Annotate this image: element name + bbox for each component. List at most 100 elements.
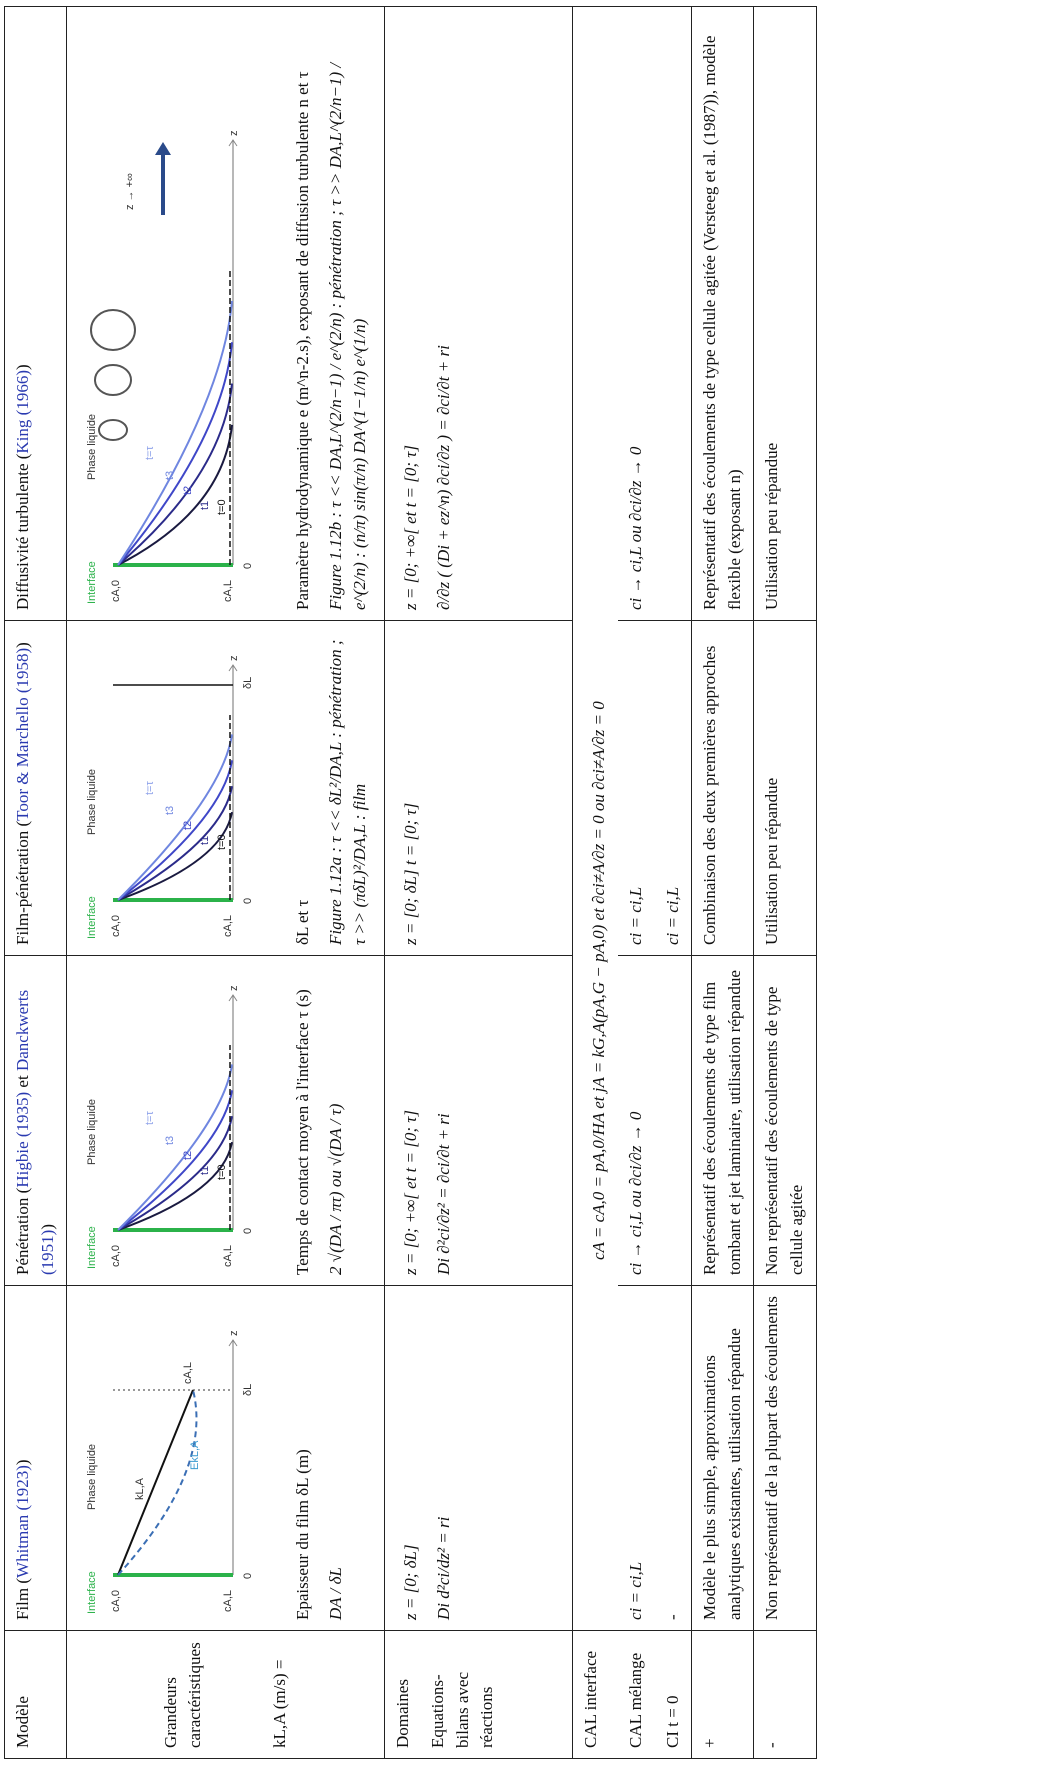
- origin-label: 0: [242, 1573, 254, 1579]
- citation: King (1966): [13, 369, 32, 454]
- citation: Toor & Marchello (1958): [13, 647, 32, 821]
- eddy: [94, 364, 133, 396]
- citation: Whitman (1923): [13, 1465, 32, 1578]
- interface-label: Interface: [86, 1226, 98, 1269]
- concentration-curve: [117, 383, 234, 566]
- model-cell: Interface Phase liquide cA,0 cA,L 0 z t=0 t1 t2 t…: [66, 620, 385, 956]
- interface-label: Interface: [86, 561, 98, 604]
- concentration-curve: [117, 300, 234, 566]
- cal-interface-cell: cA = cA,0 = pA,0/HA et jA = kG,A(pA,G − …: [572, 6, 618, 1631]
- origin-label: 0: [242, 563, 254, 569]
- interface-label: Interface: [86, 896, 98, 939]
- t0-label: t=0: [216, 1164, 228, 1180]
- domain-text: z = [0; δL] t = [0; τ]: [401, 802, 421, 945]
- t3-label: t3: [164, 1136, 176, 1145]
- t1-label: t1: [199, 836, 211, 845]
- concentration-curve: [117, 786, 234, 901]
- concentration-curve: [117, 734, 234, 901]
- minus-row: - Non représentatif de la plupart des éco…: [753, 6, 817, 1759]
- cl-label: cA,L: [222, 1590, 234, 1612]
- model-cell: Interface Phase liquide cA,0 cA,L 0 z kL,A EkL,…: [66, 1285, 385, 1631]
- cl-label: cA,L: [222, 915, 234, 937]
- initial-condition-text: ci = ci,L: [662, 886, 682, 945]
- label-text: kL,A (m/s) =: [270, 1659, 290, 1748]
- header-text: Pénétration (: [13, 1187, 32, 1275]
- origin-label: 0: [242, 898, 254, 904]
- cal-mixing-cell: ci → ci,L ou ∂ci/∂z → 0: [617, 955, 655, 1286]
- tau-label: t=τ: [144, 1111, 156, 1125]
- equation-text: Di d²ci/dz² = ri: [433, 1516, 453, 1620]
- t3-label: t3: [164, 471, 176, 480]
- row-label: -: [753, 1630, 817, 1759]
- equations-row: Domaines Equations-bilans avec réactions z…: [384, 6, 573, 1759]
- diagram: Interface Phase liquide cA,0 cA,L 0 z kL,A EkL,…: [86, 1331, 254, 1615]
- cal-mixing-row: CAL mélange ci = ci,L ci → ci,L ou ∂ci/∂z …: [617, 6, 655, 1759]
- t2-label: t2: [182, 1151, 194, 1160]
- z-label: z: [228, 1331, 240, 1337]
- label-text: Grandeurs caractéristiques: [160, 1642, 205, 1748]
- kla-text: Figure 1.12b : τ << DA,L^(2/n−1) / e^(2/…: [325, 62, 370, 610]
- row-label: +: [691, 1630, 754, 1759]
- minus-cell: Non représentatif des écoulements de typ…: [753, 955, 817, 1286]
- minus-cell: Non représentatif de la plupart des écou…: [753, 1285, 817, 1631]
- equation-text: Di ∂²ci/∂z² = ∂ci/∂t + ri: [433, 1113, 453, 1275]
- header-row: Modèle Film (Whitman (1923)) Pénétration (…: [4, 6, 67, 1759]
- cal-mixing-text: ci = ci,L: [625, 886, 645, 945]
- initial-condition-text: -: [662, 1614, 682, 1620]
- characteristics-row: Grandeurs caractéristiques kL,A (m/s) = In…: [66, 6, 385, 1759]
- cal-mixing-text: ci → ci,L ou ∂ci/∂z → 0: [625, 446, 645, 610]
- concentration-curve: [117, 1064, 234, 1231]
- t0-label: t=0: [216, 499, 228, 515]
- phase-label: Phase liquide: [86, 1444, 98, 1510]
- initial-condition-row: CI t = 0 - ci = ci,L: [654, 6, 692, 1759]
- row-label: CAL interface: [572, 1630, 618, 1759]
- grandeur-text: Temps de contact moyen à l'interface τ (…: [292, 989, 312, 1275]
- cl-film-label: cA,L: [182, 1362, 194, 1384]
- z-label: z: [228, 656, 240, 662]
- equation-cell: z = [0; δL] Di d²ci/dz² = ri: [384, 1285, 573, 1631]
- equation-cell: z = [0; δL] t = [0; τ]: [384, 620, 573, 956]
- initial-condition-cell: ci = ci,L: [654, 620, 692, 956]
- initial-condition-cell: -: [654, 1285, 692, 1631]
- header-text: Film-pénétration (: [13, 820, 32, 945]
- plus-row: + Modèle le plus simple, approximations a…: [691, 6, 754, 1759]
- k-label: kL,A: [134, 1477, 146, 1500]
- header-text: Modèle: [13, 1696, 32, 1748]
- header-cell: Film (Whitman (1923)): [4, 1285, 67, 1631]
- c0-label: cA,0: [110, 915, 122, 937]
- cl-label: cA,L: [222, 1245, 234, 1267]
- c0-label: cA,0: [110, 580, 122, 602]
- t0-label: t=0: [216, 834, 228, 850]
- concentration-curve: [117, 342, 234, 566]
- interface-label: Interface: [86, 1571, 98, 1614]
- cal-mixing-text: ci = ci,L: [625, 1561, 645, 1620]
- tau-label: t=τ: [144, 781, 156, 795]
- cal-mixing-cell: ci → ci,L ou ∂ci/∂z → 0: [617, 6, 655, 621]
- cal-interface-row: CAL interface cA = cA,0 = pA,0/HA et jA =…: [572, 6, 618, 1759]
- kla-text: Figure 1.12a : τ << δL²/DA,L : pénétrati…: [325, 639, 370, 945]
- header-text: Film (: [13, 1577, 32, 1620]
- t2-label: t2: [182, 486, 194, 495]
- enhanced-line: [117, 1389, 198, 1576]
- header-cell: Modèle: [4, 1630, 67, 1759]
- phase-label: Phase liquide: [86, 769, 98, 835]
- plus-cell: Représentatif des écoulements de type ce…: [691, 6, 754, 621]
- kla-text: 2 √(DA / πτ) ou √(DA / τ): [325, 1103, 345, 1275]
- header-text: ): [37, 1224, 57, 1230]
- citation: Higbie (1935): [13, 1091, 32, 1188]
- axis-arrow: [228, 1339, 238, 1347]
- phase-label: Phase liquide: [86, 414, 98, 480]
- concentration-curve: [117, 760, 234, 901]
- models-table: Modèle Film (Whitman (1923)) Pénétration (…: [4, 6, 817, 1759]
- delta-label: δL: [242, 677, 254, 689]
- film-line: [117, 1389, 195, 1576]
- header-text: ): [13, 642, 32, 648]
- plus-cell: Combinaison des deux premières approches: [691, 620, 754, 956]
- concentration-curve: [117, 1090, 234, 1231]
- axis-arrow: [228, 994, 238, 1002]
- minus-cell: Utilisation peu répandue: [753, 620, 817, 956]
- tau-label: t=τ: [144, 446, 156, 460]
- c0-label: cA,0: [110, 1590, 122, 1612]
